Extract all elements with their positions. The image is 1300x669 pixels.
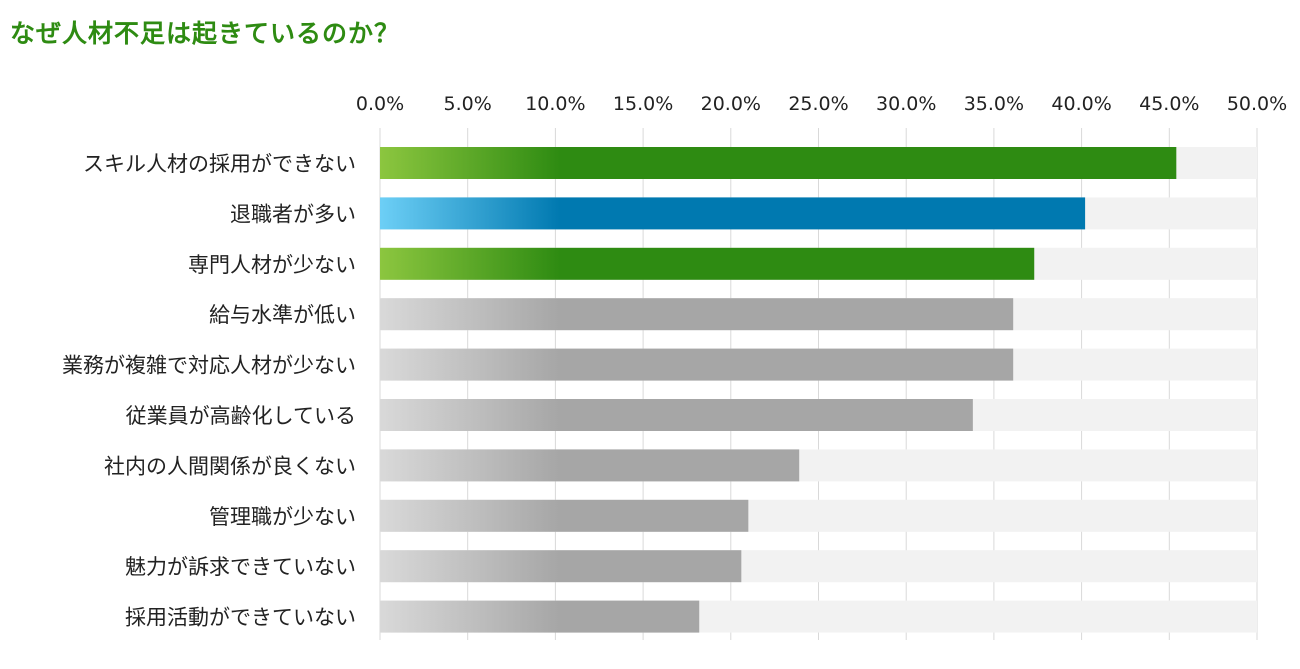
bar bbox=[380, 147, 1177, 179]
x-tick-label: 45.0% bbox=[1139, 93, 1199, 115]
category-label: 魅力が訴求できていない bbox=[125, 555, 356, 579]
x-tick-label: 5.0% bbox=[444, 93, 492, 115]
bar bbox=[380, 449, 800, 482]
x-axis-ticks: 0.0% 5.0% 10.0% 15.0% 20.0% 25.0% 30.0% 35.0% 40… bbox=[356, 93, 1287, 115]
x-tick-label: 15.0% bbox=[613, 93, 673, 115]
x-tick-label: 40.0% bbox=[1051, 93, 1111, 115]
bar bbox=[380, 348, 1014, 381]
x-tick-label: 25.0% bbox=[788, 93, 848, 115]
x-tick-label: 10.0% bbox=[525, 93, 585, 115]
x-tick-label: 35.0% bbox=[964, 93, 1024, 115]
category-labels: スキル人材の採用ができない退職者が多い専門人材が少ない給与水準が低い業務が複雑で… bbox=[62, 152, 356, 630]
x-tick-label: 0.0% bbox=[356, 93, 404, 115]
chart-title: なぜ人材不足は起きているのか？ bbox=[10, 19, 401, 48]
bar bbox=[380, 197, 1086, 230]
category-label: 従業員が高齢化している bbox=[126, 404, 356, 428]
category-label: 専門人材が少ない bbox=[188, 253, 356, 277]
bar bbox=[380, 550, 742, 583]
category-label: 採用活動ができていない bbox=[125, 606, 356, 630]
bar bbox=[380, 399, 973, 431]
bar-layer bbox=[380, 147, 1177, 633]
category-label: 業務が複雑で対応人材が少ない bbox=[62, 354, 356, 378]
category-label: 退職者が多い bbox=[230, 202, 356, 226]
category-label: 社内の人間関係が良くない bbox=[104, 454, 356, 478]
bar bbox=[380, 499, 749, 532]
x-tick-label: 30.0% bbox=[876, 93, 936, 115]
bar bbox=[380, 247, 1035, 280]
x-tick-label: 50.0% bbox=[1227, 93, 1287, 115]
category-label: 給与水準が低い bbox=[209, 303, 356, 327]
bar bbox=[380, 600, 700, 633]
bar bbox=[380, 298, 1014, 331]
x-tick-label: 20.0% bbox=[701, 93, 761, 115]
category-label: スキル人材の採用ができない bbox=[83, 152, 356, 176]
category-label: 管理職が少ない bbox=[209, 505, 356, 529]
